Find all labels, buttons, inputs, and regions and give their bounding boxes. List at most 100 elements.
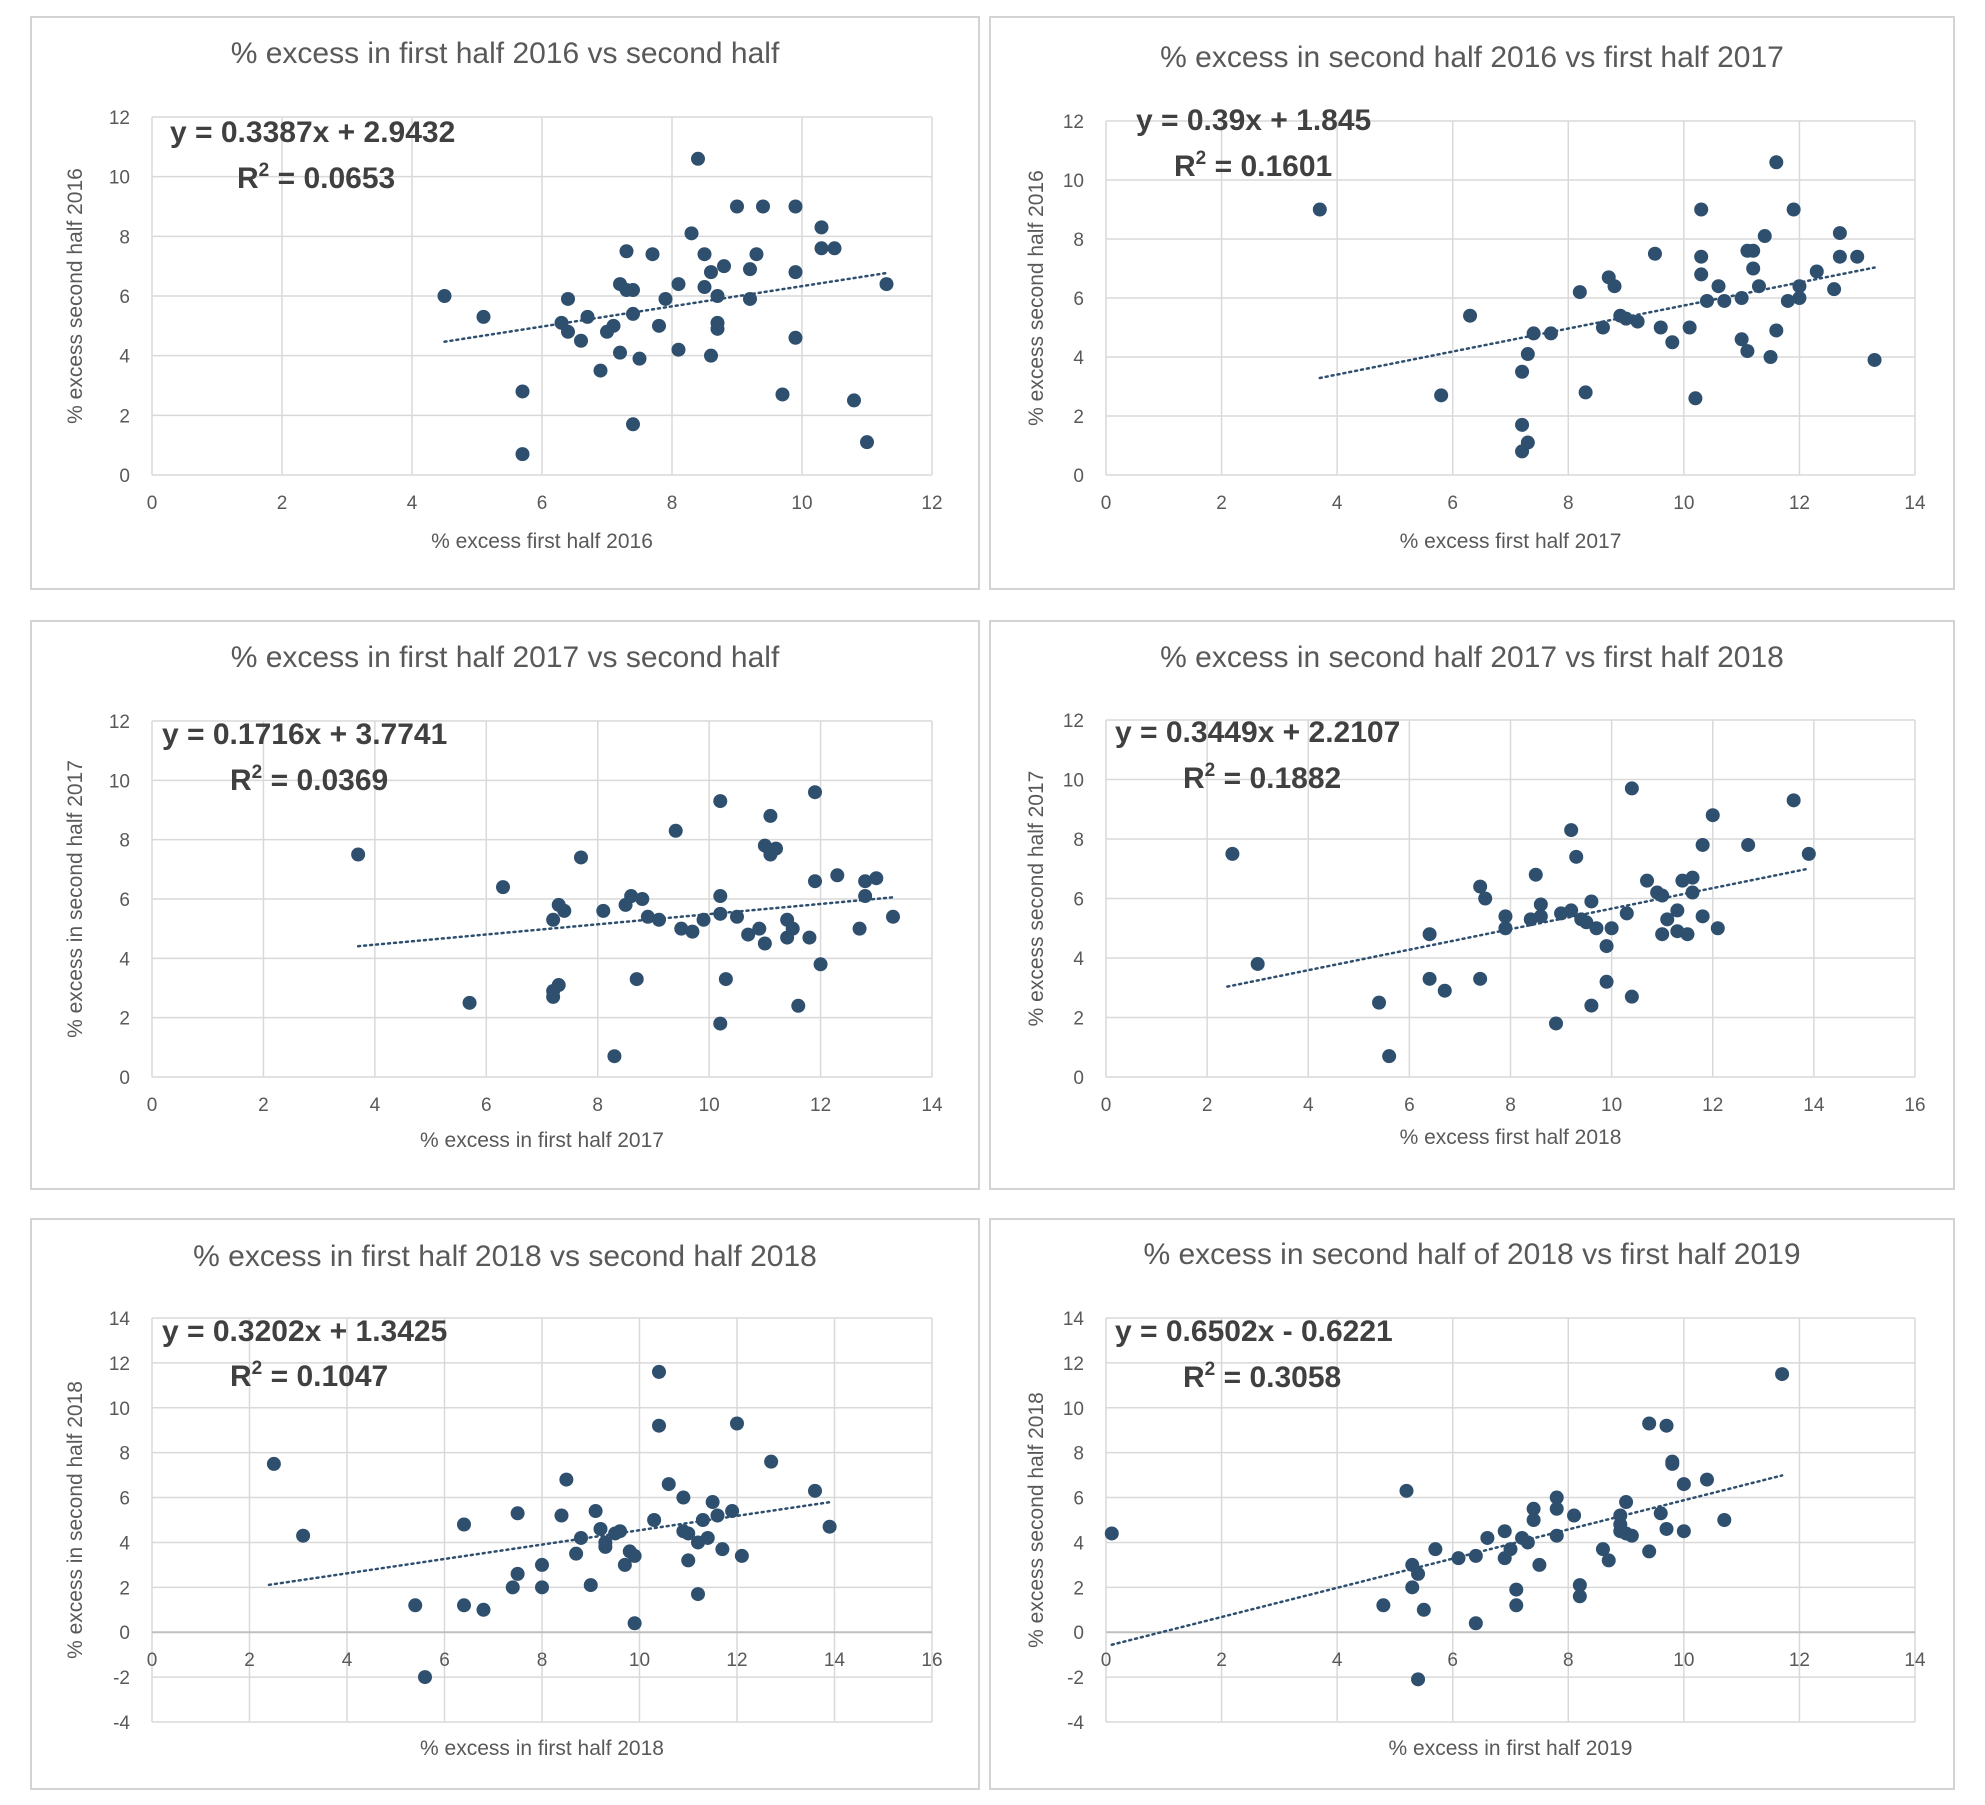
trendline [1318,266,1876,380]
y-tick-label: 14 [1063,1309,1085,1330]
data-point [1695,837,1710,852]
data-point [1694,267,1709,282]
data-point [1569,849,1584,864]
data-point [752,921,767,936]
data-point [635,892,650,906]
data-point [1497,1524,1512,1539]
y-tick-label: 12 [1063,112,1084,133]
y-tick-label: 0 [119,1623,130,1644]
data-point [713,906,728,921]
data-point [535,1557,549,1572]
data-point [583,1578,598,1593]
data-point [457,1517,471,1532]
data-point [1734,291,1749,305]
r-squared-label: R2 = 0.0369 [230,762,388,797]
data-point [593,1521,608,1536]
y-tick-label: -2 [1067,1668,1084,1689]
data-point [418,1670,432,1685]
x-tick-label: 8 [667,493,678,514]
data-point [704,265,718,280]
data-point [700,1530,715,1545]
data-point [1601,1553,1616,1568]
data-point [645,247,660,262]
x-tick-label: 4 [342,1650,353,1671]
data-point [647,1513,662,1527]
data-point [1827,282,1842,297]
data-point [1676,1477,1691,1492]
data-point [1549,1501,1564,1516]
y-tick-label: 8 [119,1444,130,1465]
y-tick-label: 10 [109,771,130,792]
x-tick-label: 8 [537,1650,548,1671]
data-point [1312,202,1327,217]
data-point [1655,927,1670,942]
x-tick-label: 12 [921,493,942,514]
scatter-chart-2: % excess in second half 2016 vs first ha… [1025,41,1926,553]
data-point [1549,1490,1564,1505]
chart-title: % excess in first half 2018 vs second ha… [193,1240,817,1273]
data-point [1503,1542,1518,1557]
data-point [607,1049,622,1064]
y-tick-label: 8 [1073,830,1084,851]
x-tick-label: 0 [147,493,158,514]
data-point [1717,1513,1732,1527]
chart-panel-5: % excess in first half 2018 vs second ha… [30,1218,980,1790]
x-tick-label: 6 [1404,1095,1415,1116]
y-axis-label: % excess second half 2018 [1025,1392,1048,1648]
data-point [717,259,731,274]
x-tick-label: 2 [1202,1095,1213,1116]
data-point [1104,1526,1119,1541]
x-tick-label: 0 [1101,493,1112,514]
data-point [569,1546,584,1561]
x-tick-label: 10 [699,1095,720,1116]
data-point [858,889,873,904]
data-point [1619,311,1634,326]
y-tick-label: 2 [119,406,130,427]
data-point [652,1364,666,1379]
data-point [1867,352,1882,367]
data-point [886,909,900,924]
data-point [1734,332,1749,347]
data-point [1509,1582,1524,1597]
chart-title: % excess in first half 2017 vs second ha… [231,641,780,674]
data-point [561,324,575,339]
data-point [1372,995,1387,1010]
data-point [691,1587,705,1602]
data-point [730,909,744,924]
trendline [443,271,888,343]
x-tick-label: 2 [277,493,288,514]
data-point [705,1495,720,1510]
x-tick-label: 6 [1447,493,1458,514]
y-tick-label: 12 [109,108,130,129]
data-point [624,889,639,904]
data-point [1549,1528,1564,1543]
data-point [1653,320,1668,335]
data-point [1624,1528,1639,1543]
x-tick-label: 6 [439,1650,450,1671]
data-point [1526,1501,1541,1516]
data-point [684,226,699,241]
trendline-equation: y = 0.6502x - 0.6221 [1115,1315,1393,1348]
data-point [617,1557,632,1572]
data-point [658,291,673,306]
data-point [1595,320,1610,335]
data-point [1399,1483,1414,1498]
data-point [551,978,566,993]
data-point [1604,921,1619,936]
data-point [1660,912,1675,927]
data-point [769,841,783,856]
data-point [1688,391,1703,406]
y-tick-label: 12 [109,712,130,733]
data-point [1792,291,1807,305]
data-point [697,247,712,262]
y-tick-label: 2 [1073,407,1084,428]
data-point [408,1598,423,1613]
data-point [1468,1548,1483,1563]
x-tick-label: 12 [1789,1650,1810,1671]
data-point [1850,249,1865,264]
data-point [1710,921,1725,936]
data-point [462,995,477,1010]
x-tick-label: 4 [1332,1650,1343,1671]
data-point [671,342,686,357]
data-point [1655,888,1670,903]
